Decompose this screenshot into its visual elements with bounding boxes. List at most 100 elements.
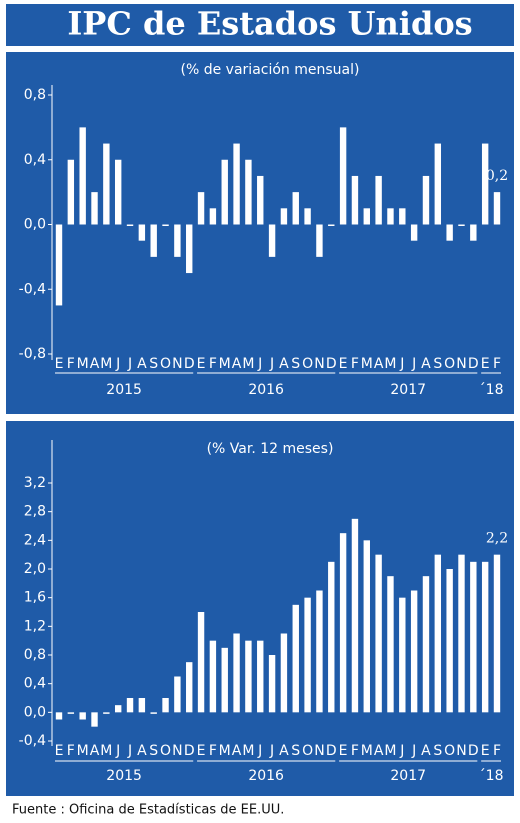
x-tick-label: M	[361, 356, 373, 372]
bar	[114, 159, 122, 225]
bar	[126, 224, 134, 226]
x-tick-label: O	[302, 743, 313, 759]
x-tick-label: D	[184, 743, 195, 759]
y-tick-label: 1,6	[24, 590, 46, 606]
x-tick-label: J	[127, 743, 132, 759]
value-label: 2,2	[486, 531, 508, 547]
x-tick-label: M	[242, 356, 254, 372]
bar	[91, 192, 98, 225]
bar	[493, 192, 501, 225]
x-tick-label: E	[197, 356, 206, 372]
y-tick-label: 2,0	[24, 561, 46, 577]
x-tick-label: A	[90, 743, 100, 759]
x-tick-label: M	[242, 743, 254, 759]
x-tick-label: F	[493, 743, 501, 759]
x-tick-label: D	[326, 356, 337, 372]
page-title: IPC de Estados Unidos	[67, 5, 472, 43]
x-tick-label: M	[100, 743, 112, 759]
group-label: 2015	[106, 382, 142, 398]
bar	[422, 576, 430, 713]
bar	[304, 208, 311, 225]
x-tick-label: N	[456, 743, 466, 759]
bar	[126, 698, 134, 713]
x-tick-label: M	[384, 356, 396, 372]
y-tick-label: 0,4	[24, 676, 46, 692]
x-tick-label: A	[279, 743, 289, 759]
bar	[375, 175, 382, 225]
bar	[280, 633, 288, 713]
bar	[197, 192, 205, 225]
bar	[481, 143, 489, 225]
bar	[221, 647, 228, 713]
x-tick-label: E	[339, 743, 348, 759]
bar	[410, 590, 418, 713]
bar	[138, 698, 146, 713]
bar	[339, 127, 347, 225]
bar	[209, 208, 217, 225]
x-tick-label: E	[481, 743, 490, 759]
x-tick-label: E	[339, 356, 348, 372]
bar	[434, 554, 442, 713]
value-label: 0,2	[486, 168, 508, 184]
bar	[174, 676, 181, 713]
chart-subtitle: (% Var. 12 meses)	[207, 441, 334, 457]
x-tick-label: O	[444, 743, 455, 759]
y-tick-label: 0,0	[24, 704, 46, 720]
y-tick-label: 1,2	[24, 618, 46, 634]
x-tick-label: S	[433, 743, 442, 759]
x-tick-label: F	[67, 356, 75, 372]
bar	[67, 159, 75, 225]
x-tick-label: N	[456, 356, 466, 372]
x-tick-label: F	[351, 743, 359, 759]
bar	[458, 224, 465, 226]
bar	[257, 640, 264, 713]
bar	[268, 224, 276, 257]
bar	[162, 698, 169, 713]
bar	[268, 655, 276, 713]
x-tick-label: J	[269, 356, 274, 372]
x-tick-label: J	[115, 743, 120, 759]
x-tick-label: N	[314, 356, 324, 372]
x-tick-label: J	[269, 743, 274, 759]
bar	[245, 159, 252, 225]
bar	[304, 597, 311, 713]
bar	[446, 224, 453, 241]
bar	[351, 175, 359, 225]
y-tick-label: 0,4	[24, 152, 46, 168]
bar	[197, 612, 205, 713]
bar	[186, 224, 193, 274]
bar	[91, 712, 98, 727]
chart-subtitle: (% de variación mensual)	[181, 62, 360, 78]
y-tick-label: 0,8	[24, 647, 46, 663]
bar	[79, 712, 86, 720]
y-tick-label: -0,8	[19, 346, 46, 362]
x-tick-label: M	[219, 743, 231, 759]
bar	[316, 590, 323, 713]
x-tick-label: D	[326, 743, 337, 759]
bar	[245, 640, 252, 713]
bar	[103, 712, 110, 714]
x-tick-label: D	[184, 356, 195, 372]
bar	[470, 561, 477, 713]
x-tick-label: F	[493, 356, 501, 372]
x-tick-label: E	[481, 356, 490, 372]
bar	[55, 224, 63, 306]
x-tick-label: E	[197, 743, 206, 759]
x-tick-label: A	[90, 356, 100, 372]
x-tick-label: S	[149, 743, 158, 759]
x-tick-label: A	[421, 743, 431, 759]
bar	[458, 554, 465, 713]
y-tick-label: 0,8	[24, 87, 46, 103]
y-tick-label: 3,2	[24, 475, 46, 491]
group-label: 2017	[390, 768, 426, 784]
bar	[410, 224, 418, 241]
x-tick-label: A	[137, 356, 147, 372]
panel	[6, 421, 514, 796]
bar	[363, 208, 370, 225]
bar	[138, 224, 146, 241]
x-tick-label: N	[172, 356, 182, 372]
bar	[209, 640, 217, 713]
x-tick-label: N	[314, 743, 324, 759]
x-tick-label: O	[444, 356, 455, 372]
bar	[399, 597, 406, 713]
